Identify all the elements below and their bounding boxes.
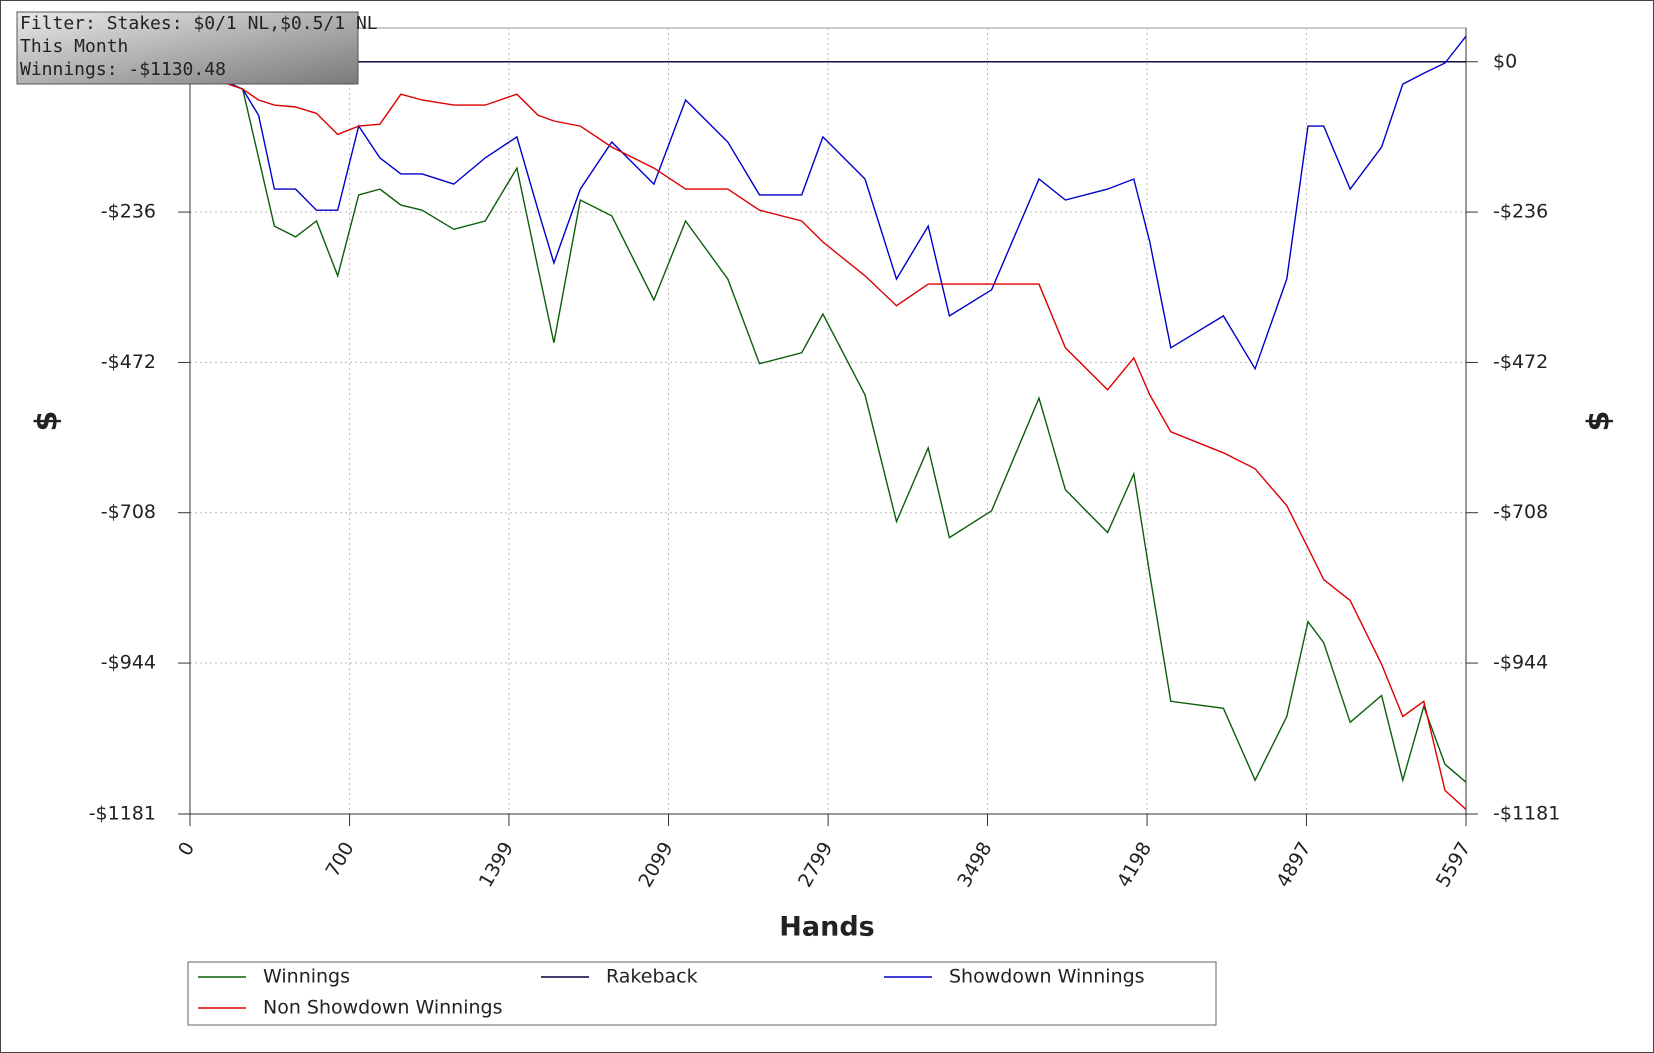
y2-tick-label: -$472 (1493, 351, 1548, 373)
legend-label: Showdown Winnings (949, 966, 1145, 988)
x-axis-label: Hands (779, 912, 874, 943)
y-tick-label: -$1181 (89, 803, 156, 825)
y2-tick-label: $0 (1493, 50, 1517, 72)
series-line (189, 72, 1467, 811)
legend (187, 961, 1217, 1026)
info-text: This Month (20, 36, 128, 57)
y-tick-label: -$944 (101, 652, 156, 674)
legend-label: Winnings (263, 966, 350, 988)
y2-axis-label: $ (1582, 411, 1617, 432)
series-line (189, 35, 1467, 371)
y2-tick-label: -$1181 (1493, 803, 1560, 825)
y-axis-label: $ (30, 411, 65, 432)
y2-tick-label: -$944 (1493, 652, 1548, 674)
legend-label: Non Showdown Winnings (263, 997, 503, 1019)
y-tick-label: -$472 (101, 351, 156, 373)
info-text: Winnings: -$1130.48 (20, 59, 226, 80)
series-line (189, 72, 1467, 783)
y2-tick-label: -$236 (1493, 201, 1548, 223)
y-tick-label: -$708 (101, 501, 156, 523)
y-tick-label: -$236 (101, 201, 156, 223)
info-text: Filter: Stakes: $0/1 NL,$0.5/1 NL (20, 13, 378, 34)
legend-label: Rakeback (606, 966, 698, 988)
y2-tick-label: -$708 (1493, 501, 1548, 523)
info-box (16, 11, 359, 85)
